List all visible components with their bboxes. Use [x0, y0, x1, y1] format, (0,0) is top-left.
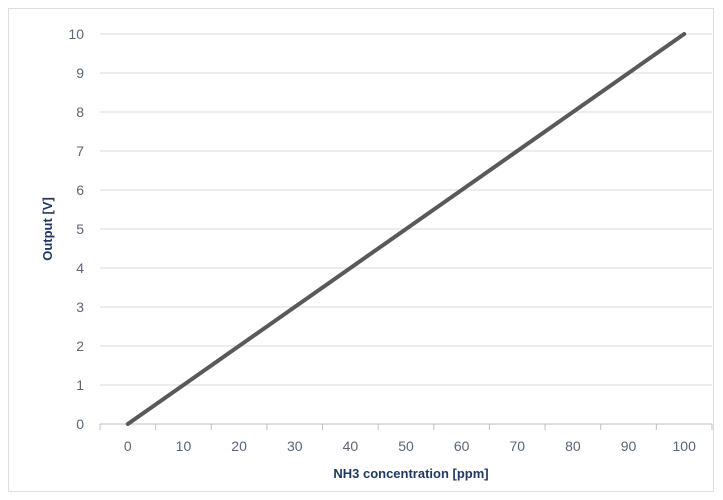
- x-tick-label: 40: [343, 438, 359, 454]
- y-tick-label: 10: [68, 26, 84, 42]
- x-axis-title: NH3 concentration [ppm]: [333, 466, 488, 481]
- y-tick-label: 1: [76, 377, 84, 393]
- x-tick-label: 20: [231, 438, 247, 454]
- x-tick-label: 60: [454, 438, 470, 454]
- y-tick-label: 6: [76, 182, 84, 198]
- x-tick-label: 30: [287, 438, 303, 454]
- x-tick-label: 90: [621, 438, 637, 454]
- x-tick-label: 10: [176, 438, 192, 454]
- axes: [99, 423, 713, 430]
- y-tick-label: 0: [76, 416, 84, 432]
- x-tick-label: 80: [565, 438, 581, 454]
- gridlines: [100, 33, 712, 386]
- y-tick-label: 7: [76, 143, 84, 159]
- y-tick-label: 9: [76, 65, 84, 81]
- y-tick-label: 8: [76, 104, 84, 120]
- y-tick-label: 5: [76, 221, 84, 237]
- x-tick-label: 100: [673, 438, 697, 454]
- x-tick-label: 50: [398, 438, 414, 454]
- x-tick-label: 70: [509, 438, 525, 454]
- y-tick-label: 3: [76, 299, 84, 315]
- y-tick-label: 2: [76, 338, 84, 354]
- y-axis-title: Output [V]: [40, 197, 55, 261]
- series: [125, 32, 687, 426]
- x-tick-label: 0: [124, 438, 132, 454]
- chart-frame: [8, 8, 714, 492]
- series-line-0: [125, 32, 687, 426]
- y-tick-label: 4: [76, 260, 84, 276]
